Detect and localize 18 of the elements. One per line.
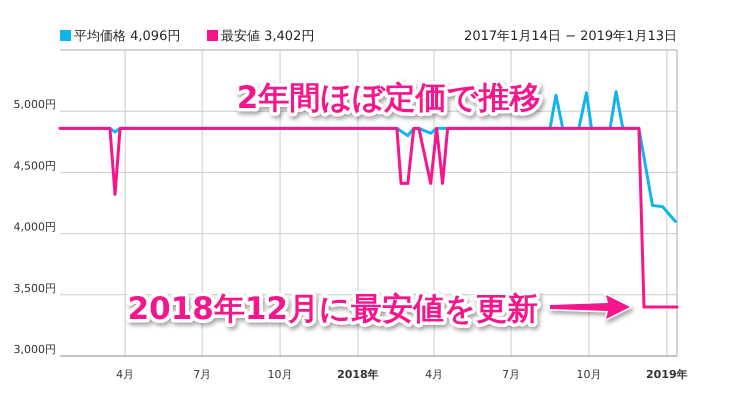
- x-tick-label: 10月: [268, 368, 293, 381]
- x-tick-label: 7月: [193, 368, 212, 381]
- annotation: 2年間ほぼ定価で推移: [236, 80, 540, 116]
- x-tick-label: 7月: [502, 368, 520, 381]
- legend-label: 最安値 3,402円: [221, 28, 314, 44]
- y-tick-label: 5,000円: [14, 98, 56, 112]
- annotation: 2018年12月に最安値を更新: [128, 291, 538, 327]
- y-tick-label: 4,000円: [14, 220, 56, 234]
- y-tick-label: 4,500円: [14, 159, 56, 172]
- y-tick-label: 3,000円: [14, 343, 56, 356]
- x-tick-label: 2018年: [337, 368, 379, 381]
- x-tick-label: 2019年: [646, 368, 688, 381]
- x-tick-label: 4月: [116, 368, 134, 381]
- legend-label: 平均価格 4,096円: [74, 29, 180, 44]
- y-tick-label: 3,500円: [14, 282, 56, 295]
- x-tick-label: 4月: [425, 368, 444, 381]
- chart-subtitle: 2017年1月14日 − 2019年1月13日: [464, 29, 677, 44]
- x-tick-label: 10月: [576, 368, 602, 381]
